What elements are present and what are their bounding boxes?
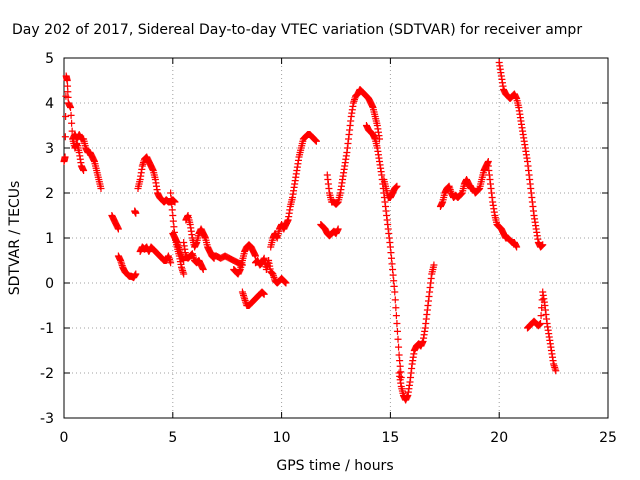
data-point	[80, 167, 88, 174]
series-sat-d	[114, 252, 140, 282]
data-point	[180, 257, 188, 264]
data-point	[251, 252, 259, 260]
data-point	[199, 266, 207, 273]
data-point	[392, 304, 400, 312]
series-sat-i	[169, 230, 188, 264]
x-tick-label: 0	[60, 430, 69, 446]
y-tick-label: -2	[40, 366, 54, 382]
y-tick-label: 0	[45, 276, 54, 292]
series-sat-s	[323, 86, 384, 208]
y-tick-label: 4	[45, 96, 54, 112]
data-point	[132, 209, 140, 217]
data-point	[537, 312, 545, 320]
series-sat-c	[108, 212, 122, 233]
ticks-layer: 0 5 10 15 20 25 -3 -2 -1 0 1 2 3 4 5	[40, 51, 617, 446]
x-axis-title: GPS time / hours	[276, 458, 393, 474]
data-point	[334, 225, 342, 233]
series-sat-y	[495, 59, 547, 251]
y-tick-label: 3	[45, 141, 54, 157]
series-sat-e	[131, 207, 140, 217]
data-point	[513, 243, 521, 251]
data-point	[260, 290, 268, 298]
y-tick-label: 1	[45, 231, 54, 247]
series-sat-t	[362, 122, 405, 381]
data-point	[392, 312, 400, 320]
data-point	[282, 279, 290, 287]
y-tick-label: 5	[45, 51, 54, 67]
data-point	[393, 327, 401, 335]
series-sat-g	[136, 243, 175, 267]
y-tick-label: 2	[45, 186, 54, 202]
x-tick-label: 15	[381, 430, 399, 446]
series-sat-b	[69, 131, 105, 192]
series-sat-m	[230, 241, 259, 278]
data-point	[391, 296, 399, 304]
data-point	[68, 119, 76, 127]
data-point	[62, 113, 70, 120]
data-point	[395, 343, 403, 351]
data-point	[67, 104, 75, 111]
x-tick-label: 10	[273, 430, 291, 446]
data-point	[537, 320, 545, 327]
series-sat-w	[436, 158, 492, 210]
data-point	[539, 241, 547, 249]
series-sat-v	[395, 261, 438, 404]
x-tick-label: 5	[168, 430, 177, 446]
series-sat-z	[523, 288, 560, 375]
data-point	[97, 185, 105, 192]
data-point	[67, 111, 75, 119]
data-point	[552, 367, 560, 375]
series-sat-n	[238, 288, 268, 309]
data-point	[180, 270, 188, 278]
series-sat-x	[484, 162, 521, 251]
data-point	[393, 320, 401, 327]
data-point	[393, 182, 401, 190]
data-point	[114, 225, 122, 233]
y-tick-label: -1	[40, 321, 54, 337]
series-sat-f	[134, 153, 179, 206]
y-axis-title: SDTVAR / TECUs	[7, 181, 23, 296]
data-point	[61, 153, 69, 161]
chart-title: Day 202 of 2017, Sidereal Day-to-day VTE…	[12, 22, 582, 38]
series-sat-a	[60, 72, 88, 174]
series-sat-q	[267, 131, 320, 251]
data-point	[61, 133, 69, 141]
series-sat-k	[180, 239, 207, 273]
series-sat-u	[380, 176, 401, 201]
x-tick-label: 20	[490, 430, 508, 446]
grid-layer	[64, 58, 608, 418]
data-point	[394, 335, 402, 343]
data-layer	[60, 59, 560, 404]
data-point	[430, 261, 438, 269]
x-tick-label: 25	[599, 430, 617, 446]
data-point	[391, 288, 399, 296]
series-sat-p	[265, 257, 290, 287]
series-sat-r	[317, 221, 342, 240]
data-point	[312, 137, 320, 145]
data-point	[167, 259, 175, 267]
data-point	[132, 270, 140, 278]
y-tick-label: -3	[40, 411, 54, 427]
